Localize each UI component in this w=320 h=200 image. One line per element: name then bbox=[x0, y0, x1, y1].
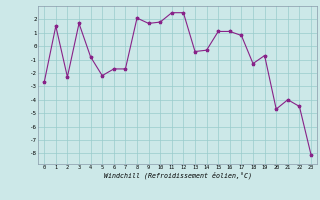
X-axis label: Windchill (Refroidissement éolien,°C): Windchill (Refroidissement éolien,°C) bbox=[104, 172, 252, 179]
